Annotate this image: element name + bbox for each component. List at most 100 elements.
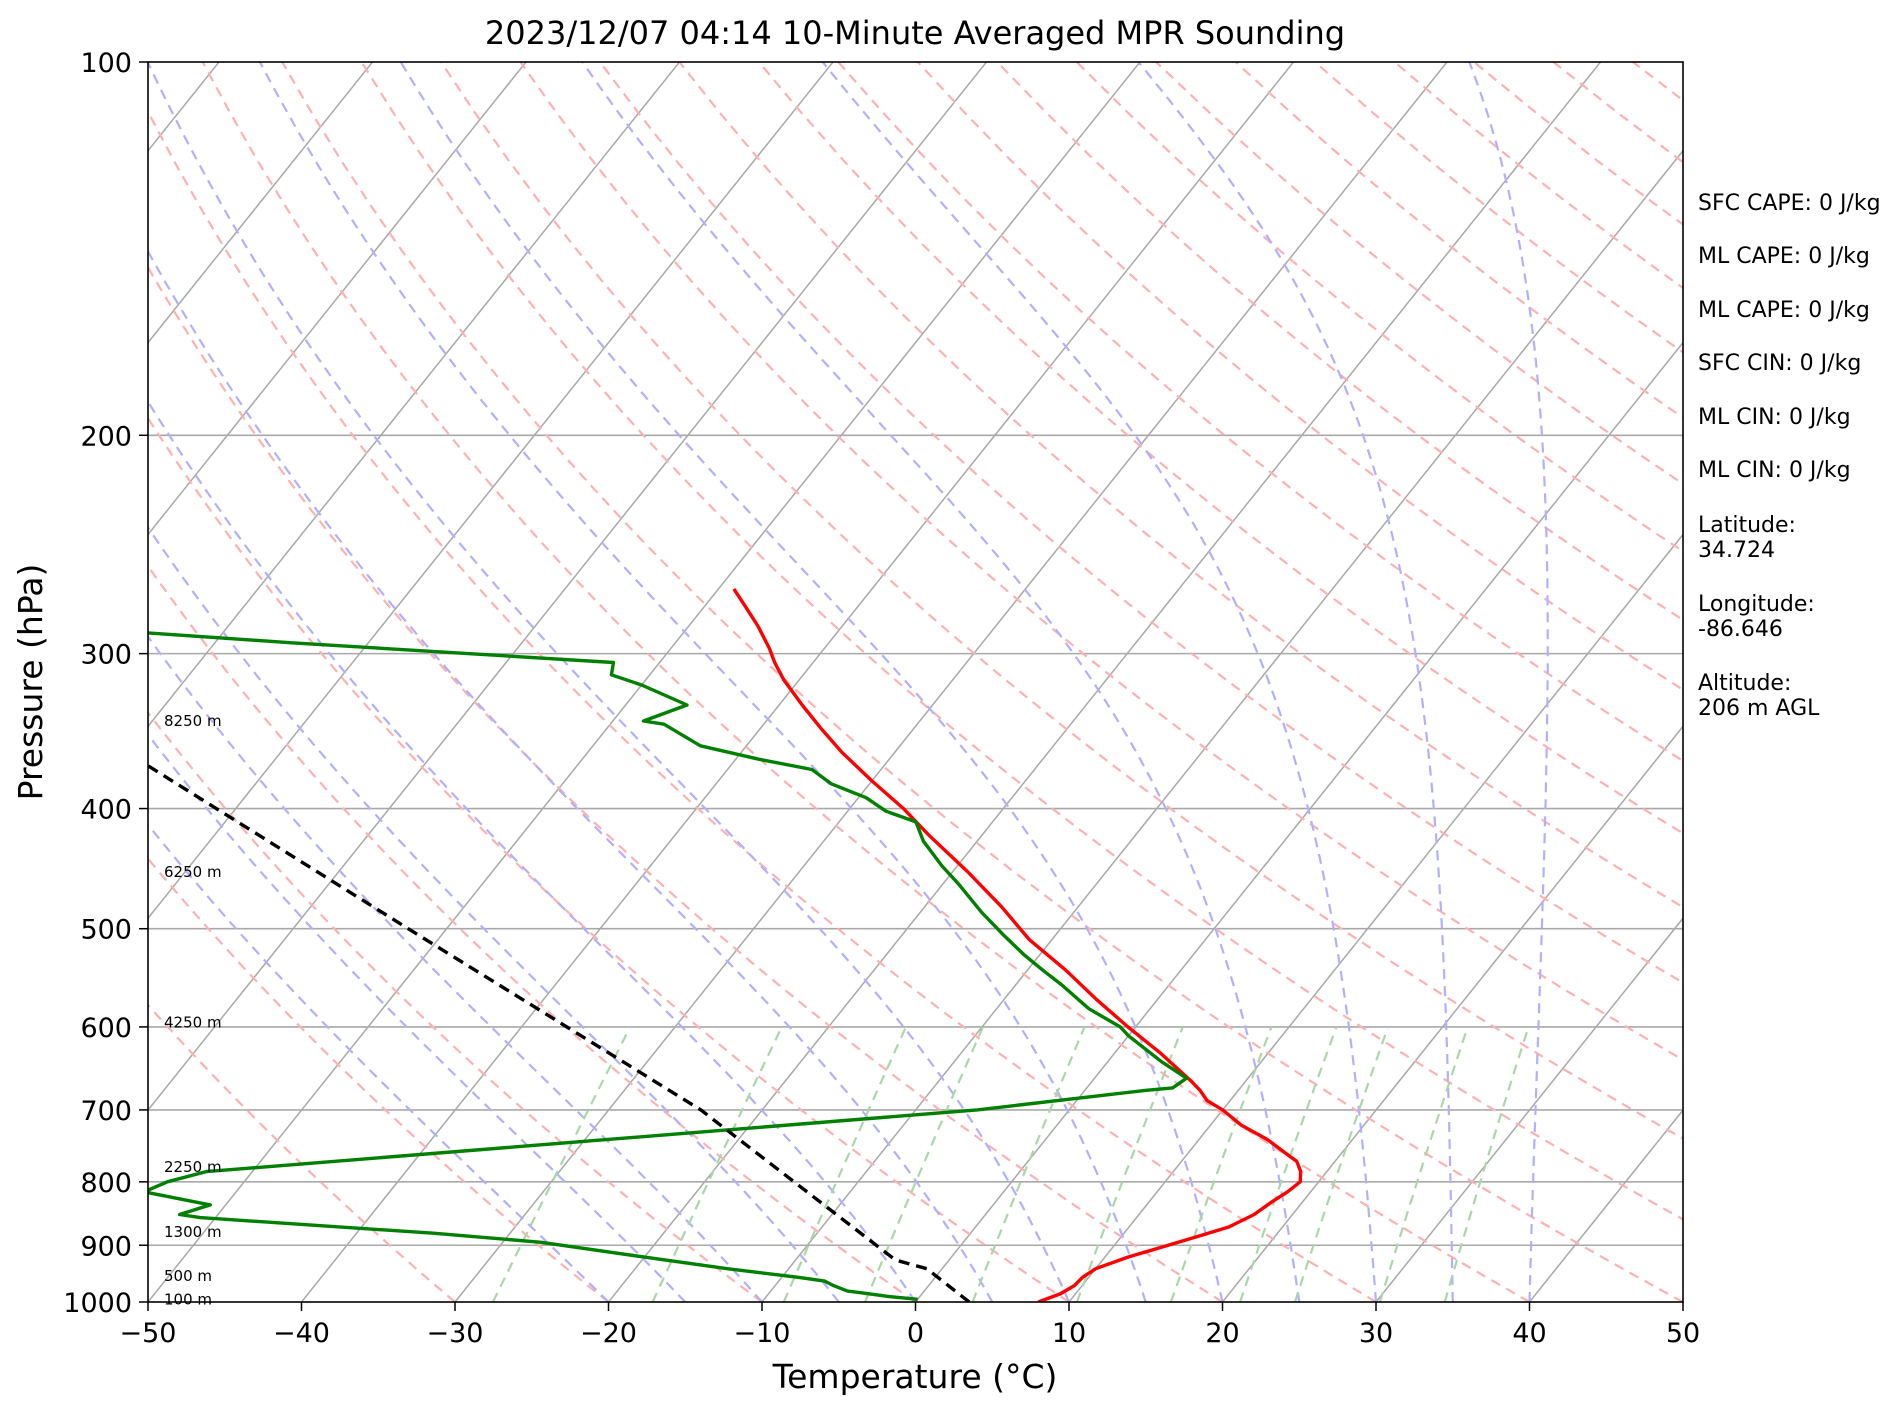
isotherm-line [148,62,834,920]
isotherm-line [1375,917,1683,1302]
y-tick-label: 500 [80,915,132,946]
y-tick-label: 200 [80,421,132,452]
y-tick-label: 1000 [63,1288,132,1319]
moist-adiabat-line [148,732,687,1302]
height-label: 6250 m [164,863,222,881]
dry-adiabat-line [148,710,763,1302]
stat-ml-cape: ML CAPE: 0 J/kg [1698,244,1870,269]
altitude-label: Altitude: [1698,671,1791,696]
mixing-ratio-line [1378,1026,1469,1302]
mixing-ratio-line [1169,1026,1273,1302]
mixing-ratio-line [651,1026,783,1302]
y-tick-label: 800 [80,1168,132,1199]
dry-adiabat-line [148,564,917,1302]
mixing-ratio-line [1075,1026,1184,1302]
y-tick-label: 700 [80,1096,132,1127]
dry-adiabat-line [201,62,1531,1302]
mixing-ratio-line [1293,1026,1390,1302]
moist-adiabat-line [148,249,994,1302]
moist-adiabat-line [258,62,1147,1302]
stats-panel: SFC CAPE: 0 J/kg ML CAPE: 0 J/kg ML CAPE… [1698,191,1881,721]
dewpoint-profile-line [148,631,1189,1301]
x-tick-label: −20 [580,1318,637,1349]
moist-adiabat-line [1468,62,1549,1302]
y-axis-label: Pressure (hPa) [11,564,50,801]
isotherm-line [1221,725,1683,1302]
x-tick-label: 0 [907,1318,924,1349]
x-tick-label: 10 [1052,1318,1086,1349]
x-tick-label: −50 [120,1318,177,1349]
isotherm-line [454,62,1448,1302]
mixing-ratio-line [491,1026,632,1302]
mixing-ratio-line [864,1026,984,1302]
longitude-label: Longitude: [1698,592,1815,617]
height-label: 1300 m [164,1223,222,1241]
mixing-ratio-line [1443,1026,1530,1302]
dry-adiabat-line [599,62,1683,984]
y-tick-label: 900 [80,1231,132,1262]
x-tick-label: 30 [1359,1318,1393,1349]
mixing-ratio-line [971,1026,1086,1302]
height-label: 4250 m [164,1013,222,1031]
x-tick-label: −10 [734,1318,791,1349]
height-label: 8250 m [164,712,222,730]
moist-adiabat-line [821,62,1378,1302]
moist-adiabat-line [148,634,763,1302]
dry-adiabat-line [148,265,1224,1302]
dry-adiabat-line [678,62,1683,909]
x-tick-label: −40 [273,1318,330,1349]
dry-adiabat-line [837,62,1683,763]
x-tick-label: 20 [1205,1318,1239,1349]
isotherm-line [148,62,988,1112]
isotherm-line [148,62,527,536]
stat-ml-cin-2: ML CIN: 0 J/kg [1698,458,1851,483]
dry-adiabat-line [916,62,1683,692]
dry-adiabat-line [281,62,1683,1302]
isotherm-line [148,62,374,344]
isotherm-line [914,341,1683,1302]
isotherm-line [148,62,1141,1302]
mixing-ratio-line [1239,1026,1338,1302]
grid-layer [148,62,1683,1302]
isotherm-line [761,149,1683,1302]
x-axis-label: Temperature (°C) [772,1357,1058,1396]
dry-adiabat-line [148,1003,456,1302]
latitude-label: Latitude: [1698,513,1796,538]
x-tick-label: −30 [427,1318,484,1349]
isotherm-line [607,62,1602,1302]
chart-title: 2023/12/07 04:14 10-Minute Averaged MPR … [485,14,1345,52]
y-tick-label: 400 [80,795,132,826]
altitude-value: 206 m AGL [1698,696,1820,721]
height-label: 2250 m [164,1158,222,1176]
stat-ml-cin: ML CIN: 0 J/kg [1698,405,1851,430]
isotherm-line [300,62,1295,1302]
moist-adiabat-line [148,62,1071,1302]
height-label: 500 m [164,1267,212,1285]
height-label: 100 m [164,1290,212,1308]
dry-adiabat-line [148,416,1070,1302]
mixing-ratio-line [782,1026,908,1302]
stat-sfc-cin: SFC CIN: 0 J/kg [1698,351,1861,376]
dry-adiabat-line [148,109,1377,1302]
stat-ml-cape-2: ML CAPE: 0 J/kg [1698,298,1870,323]
moist-adiabat-line [148,399,917,1302]
dry-adiabat-line [148,856,610,1302]
longitude-value: -86.646 [1698,617,1783,642]
latitude-value: 34.724 [1698,538,1775,563]
y-tick-label: 600 [80,1013,132,1044]
axis-ticks: −50 −40 −30 −20 −10 0 10 20 30 40 50 100 200 300 400 50… [63,48,1700,1349]
dry-adiabat-line [519,62,1683,1062]
moist-adiabat-line [1137,62,1454,1302]
isotherm-line [148,62,681,728]
x-tick-label: 50 [1666,1318,1700,1349]
series-layer [148,587,1303,1302]
moist-adiabat-line [148,525,840,1302]
moist-adiabat-line [399,62,1224,1302]
stat-sfc-cape: SFC CAPE: 0 J/kg [1698,191,1881,216]
isotherm-line [1068,533,1683,1302]
moist-adiabat-line [581,62,1301,1302]
y-tick-label: 300 [80,640,132,671]
y-tick-label: 100 [80,48,132,79]
x-tick-label: 40 [1512,1318,1546,1349]
